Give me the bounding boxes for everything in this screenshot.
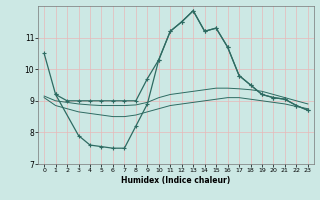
X-axis label: Humidex (Indice chaleur): Humidex (Indice chaleur) [121,176,231,185]
